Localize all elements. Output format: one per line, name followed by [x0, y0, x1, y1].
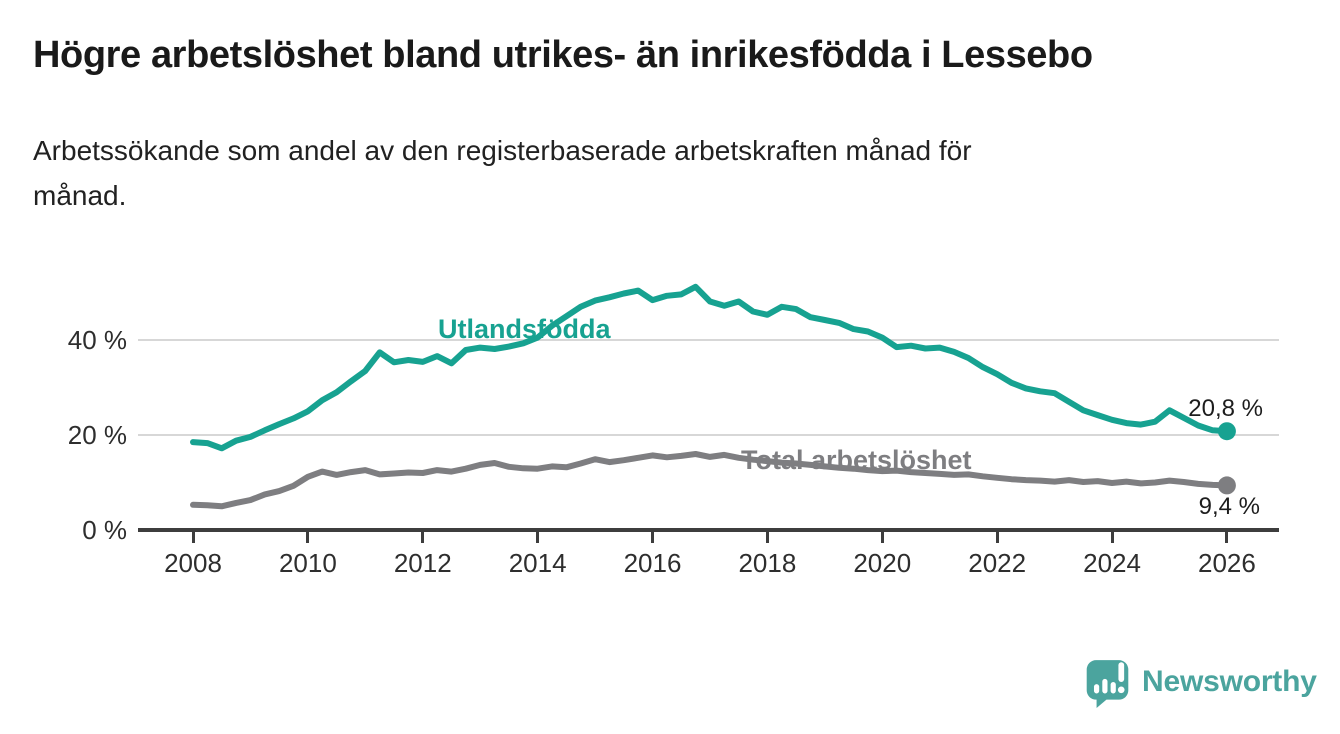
x-axis-line — [138, 528, 1279, 532]
x-tick-label: 2008 — [164, 548, 222, 578]
subtitle-line-1: Arbetssökande som andel av den registerb… — [33, 135, 972, 166]
x-tick-label: 2016 — [623, 548, 682, 578]
x-tick-mark — [306, 532, 310, 543]
x-tick-mark — [1110, 532, 1114, 543]
x-tick-label: 2022 — [968, 548, 1027, 578]
page-title: Högre arbetslöshet bland utrikes- än inr… — [33, 34, 1093, 76]
utlandsfodda-series-label: Utlandsfödda — [438, 314, 611, 344]
bar-small — [1093, 684, 1100, 694]
newsworthy-logo[interactable]: Newsworthy — [1084, 656, 1317, 708]
utlandsfodda-end-value-label: 20,8 % — [1188, 395, 1263, 422]
x-tick-mark — [536, 532, 540, 543]
y-tick-label: 20 % — [67, 420, 127, 450]
x-tick-label: 2018 — [738, 548, 797, 578]
total-arbetsloshet-series-label: Total arbetslöshet — [741, 445, 972, 475]
total-arbetsloshet-end-dot — [1217, 476, 1236, 495]
utlandsfodda-line — [190, 283, 1230, 452]
subtitle-line-2: månad. — [33, 180, 127, 211]
x-tick-mark — [651, 532, 655, 543]
newsworthy-wordmark: Newsworthy — [1142, 665, 1317, 698]
exclamation-dot — [1117, 686, 1125, 694]
gridline-40 — [138, 339, 1279, 341]
total-arbetsloshet-end-value-label: 9,4 % — [1198, 493, 1260, 520]
x-tick-mark — [421, 532, 425, 543]
y-tick-label: 40 % — [67, 325, 127, 355]
x-tick-label: 2024 — [1083, 548, 1141, 578]
x-tick-label: 2012 — [393, 548, 452, 578]
x-tick-label: 2026 — [1197, 548, 1256, 578]
x-tick-mark — [765, 532, 769, 543]
exclamation-bar — [1118, 662, 1125, 682]
newsworthy-icon — [1086, 660, 1129, 708]
x-tick-label: 2010 — [278, 548, 337, 578]
x-tick-mark — [995, 532, 999, 543]
x-tick-mark — [1225, 532, 1229, 543]
x-tick-label: 2020 — [853, 548, 912, 578]
bar-tall — [1110, 682, 1116, 694]
y-tick-label: 0 % — [82, 515, 127, 545]
chart-subtitle: Arbetssökande som andel av den registerb… — [33, 128, 1273, 218]
utlandsfodda-end-dot — [1217, 422, 1236, 441]
x-tick-mark — [880, 532, 884, 543]
bar-medium — [1102, 678, 1108, 694]
x-tick-mark — [191, 532, 195, 543]
x-tick-label: 2014 — [508, 548, 567, 578]
total-arbetsloshet-line — [190, 451, 1230, 510]
gridline-20 — [138, 434, 1279, 436]
